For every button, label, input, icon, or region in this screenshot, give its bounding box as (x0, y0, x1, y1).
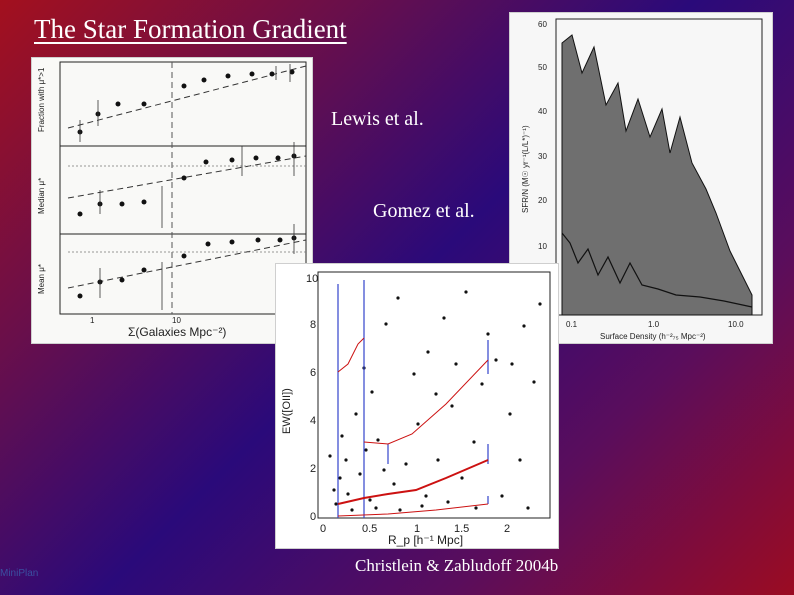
christlein-label: Christlein & Zabludoff 2004b (355, 556, 559, 575)
gomez-figure: 60 50 40 30 20 10 0.1 1.0 10.0 SFR/N (M☉… (510, 13, 772, 343)
corner-link[interactable]: MiniPlan (0, 568, 39, 579)
christlein-ytick-4: 4 (310, 415, 316, 427)
christlein-xtick-15: 1.5 (454, 523, 469, 535)
christlein-xtick-1: 1 (414, 523, 420, 535)
gomez-ytick-10: 10 (538, 242, 547, 251)
lewis-xlabel: Σ(Galaxies Mpc⁻²) (128, 325, 226, 339)
christlein-ytick-0: 0 (310, 511, 316, 523)
lewis-panel3-ylabel: Mean μ* (37, 264, 46, 294)
christlein-figure: 10 8 6 4 2 0 0 0.5 1 1.5 2 EW([OII]) R_p… (276, 264, 558, 548)
christlein-ytick-6: 6 (310, 367, 316, 379)
gomez-ylabel: SFR/N (M☉ yr⁻¹(L/L*)⁻¹) (521, 125, 530, 213)
lewis-label: Lewis et al. (331, 108, 424, 130)
christlein-ytick-8: 8 (310, 319, 316, 331)
lewis-xtick-1: 1 (90, 316, 95, 325)
lewis-xtick-10: 10 (172, 316, 181, 325)
gomez-xtick-01: 0.1 (566, 320, 578, 329)
christlein-ytick-10: 10 (306, 273, 318, 285)
christlein-xtick-0: 0 (320, 523, 326, 535)
christlein-ytick-2: 2 (310, 463, 316, 475)
gomez-xtick-1: 1.0 (648, 320, 660, 329)
christlein-ylabel: EW([OII]) (281, 388, 293, 434)
christlein-xlabel: R_p [h⁻¹ Mpc] (388, 533, 463, 547)
lewis-figure: Fraction with μ*>1 Median μ* Mean μ* 1 1… (32, 58, 312, 343)
gomez-ytick-40: 40 (538, 107, 547, 116)
gomez-label: Gomez et al. (373, 200, 475, 222)
christlein-xtick-05: 0.5 (362, 523, 377, 535)
gomez-ytick-50: 50 (538, 63, 547, 72)
gomez-ytick-60: 60 (538, 20, 547, 29)
gomez-xlabel: Surface Density (h⁻²₇₅ Mpc⁻²) (600, 332, 706, 341)
christlein-xtick-2: 2 (504, 523, 510, 535)
gomez-ytick-30: 30 (538, 152, 547, 161)
lewis-panel2-ylabel: Median μ* (37, 178, 46, 214)
lewis-panel1-ylabel: Fraction with μ*>1 (37, 67, 46, 132)
gomez-ytick-20: 20 (538, 196, 547, 205)
gomez-xtick-10: 10.0 (728, 320, 744, 329)
slide-title: The Star Formation Gradient (34, 14, 347, 44)
